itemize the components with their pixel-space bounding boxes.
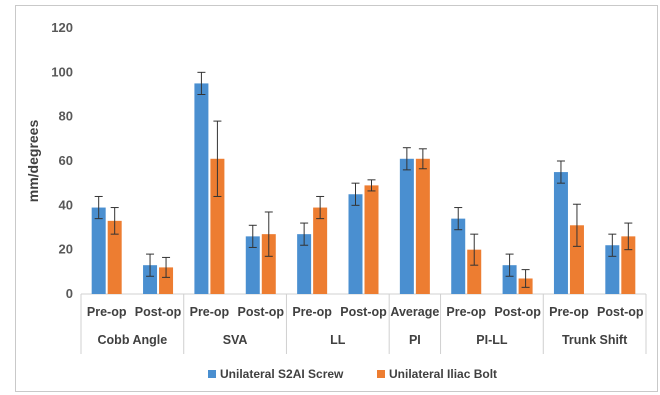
bar-s2ai-screw	[451, 218, 466, 294]
group-label: Trunk Shift	[562, 333, 628, 347]
x-tick-label: Pre-op	[87, 305, 127, 319]
x-tick-label: Pre-op	[549, 305, 589, 319]
legend-swatch-iliac-bolt	[377, 370, 385, 378]
bar-iliac-bolt	[159, 267, 174, 294]
bar-s2ai-screw	[194, 83, 209, 295]
y-tick-label: 60	[59, 153, 73, 168]
group-label: Cobb Angle	[98, 333, 168, 347]
bar-s2ai-screw	[91, 207, 106, 294]
x-tick-label: Post-op	[340, 305, 387, 319]
bar-s2ai-screw	[143, 265, 158, 294]
x-tick-label: Pre-op	[190, 305, 230, 319]
x-tick-label: Pre-op	[446, 305, 486, 319]
bar-s2ai-screw	[348, 194, 363, 294]
y-tick-label: 120	[51, 20, 73, 35]
bar-iliac-bolt	[415, 158, 430, 294]
group-label: PI-LL	[476, 333, 508, 347]
bar-s2ai-screw	[553, 172, 568, 294]
bar-iliac-bolt	[569, 225, 584, 294]
legend-label-s2ai-screw: Unilateral S2AI Screw	[220, 367, 344, 381]
x-tick-label: Pre-op	[292, 305, 332, 319]
group-label: SVA	[223, 333, 248, 347]
bar-iliac-bolt	[621, 236, 636, 294]
bar-chart: 0 20 40 60 80 100 120 mm/degrees Pre-op Post-op Pr…	[25, 20, 647, 381]
x-tick-label: Post-op	[494, 305, 541, 319]
bar-iliac-bolt	[313, 207, 328, 294]
bar-s2ai-screw	[399, 158, 414, 294]
legend-swatch-s2ai-screw	[208, 370, 216, 378]
y-tick-label: 20	[59, 242, 73, 257]
y-tick-label: 80	[59, 109, 73, 124]
bar-s2ai-screw	[297, 234, 312, 294]
x-tick-label: Average	[390, 305, 439, 319]
bar-s2ai-screw	[502, 265, 517, 294]
bar-iliac-bolt	[467, 249, 482, 294]
legend-label-iliac-bolt: Unilateral Iliac Bolt	[389, 367, 497, 381]
bar-s2ai-screw	[605, 245, 620, 294]
group-label: PI	[409, 333, 421, 347]
x-tick-label: Post-op	[238, 305, 285, 319]
x-tick-label: Post-op	[597, 305, 644, 319]
y-tick-label: 40	[59, 197, 73, 212]
chart-frame: 0 20 40 60 80 100 120 mm/degrees Pre-op Post-op Pr…	[15, 5, 658, 392]
y-axis-label: mm/degrees	[25, 120, 41, 203]
bar-iliac-bolt	[107, 220, 122, 294]
y-tick-label: 0	[66, 286, 73, 301]
bar-iliac-bolt	[364, 185, 379, 294]
bar-iliac-bolt	[210, 158, 225, 294]
x-tick-label: Post-op	[135, 305, 182, 319]
group-label: LL	[330, 333, 346, 347]
bar-s2ai-screw	[245, 236, 260, 294]
bar-iliac-bolt	[261, 234, 276, 294]
y-tick-label: 100	[51, 64, 73, 79]
